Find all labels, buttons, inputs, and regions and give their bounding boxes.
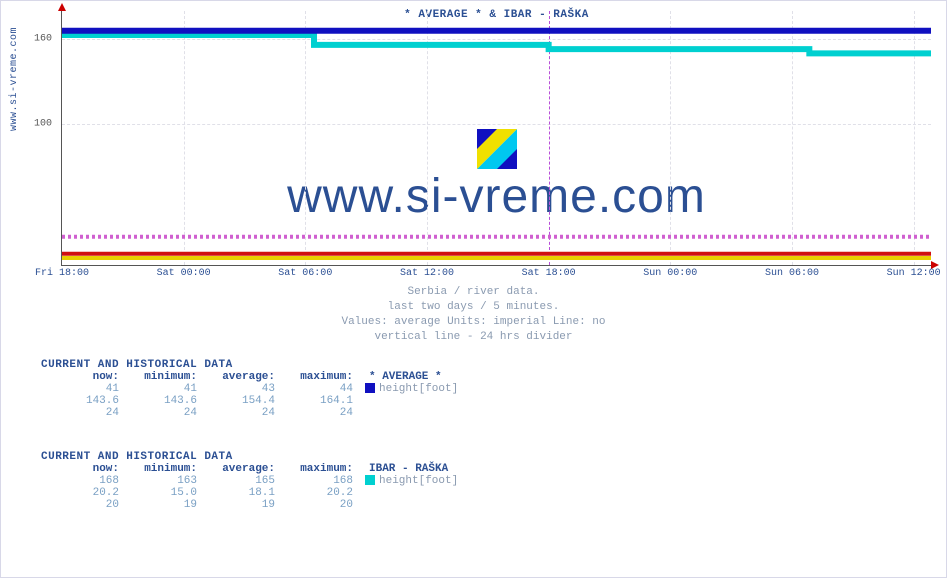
series-label: * AVERAGE * <box>369 371 442 383</box>
data-column-header: minimum: <box>119 463 197 475</box>
info-line: vertical line - 24 hrs divider <box>1 330 946 345</box>
xtick-label: Sat 18:00 <box>522 268 576 279</box>
data-cell: 20.2 <box>275 487 353 499</box>
data-section-header: CURRENT AND HISTORICAL DATA <box>41 359 458 371</box>
data-cell: 44 <box>275 383 353 395</box>
data-column-header: now: <box>41 463 119 475</box>
legend-label: height[foot] <box>379 475 458 487</box>
chart-plot-area: * AVERAGE * & IBAR - RAŠKA www.si-vreme.… <box>61 11 931 266</box>
data-column-header: average: <box>197 463 275 475</box>
table-row: 20191920 <box>41 499 458 511</box>
series-label: IBAR - RAŠKA <box>369 463 448 475</box>
legend-swatch-icon <box>365 383 375 393</box>
data-cell: 24 <box>197 407 275 419</box>
data-cell: 154.4 <box>197 395 275 407</box>
ytick-label: 100 <box>34 118 52 129</box>
data-section: CURRENT AND HISTORICAL DATAnow:minimum:a… <box>41 359 458 419</box>
data-section: CURRENT AND HISTORICAL DATAnow:minimum:a… <box>41 451 458 511</box>
xtick-label: Fri 18:00 <box>35 268 89 279</box>
xtick-label: Sat 12:00 <box>400 268 454 279</box>
data-cell: 18.1 <box>197 487 275 499</box>
data-cell: 143.6 <box>41 395 119 407</box>
data-column-header: now: <box>41 371 119 383</box>
data-cell: 20 <box>41 499 119 511</box>
data-cell: 163 <box>119 475 197 487</box>
table-row: 20.215.018.120.2 <box>41 487 458 499</box>
data-cell: 168 <box>41 475 119 487</box>
data-cell: 24 <box>275 407 353 419</box>
data-cell: 20 <box>275 499 353 511</box>
data-cell: 20.2 <box>41 487 119 499</box>
xtick-label: Sat 06:00 <box>278 268 332 279</box>
data-cell: 41 <box>119 383 197 395</box>
data-section-header: CURRENT AND HISTORICAL DATA <box>41 451 458 463</box>
data-cell: 143.6 <box>119 395 197 407</box>
table-row: 24242424 <box>41 407 458 419</box>
data-cell: 19 <box>119 499 197 511</box>
data-column-header: maximum: <box>275 371 353 383</box>
data-cell: 168 <box>275 475 353 487</box>
info-line: Values: average Units: imperial Line: no <box>1 315 946 330</box>
info-block: Serbia / river data. last two days / 5 m… <box>1 285 946 344</box>
table-row: 143.6143.6154.4164.1 <box>41 395 458 407</box>
chart-lines <box>62 11 931 265</box>
xtick-label: Sun 06:00 <box>765 268 819 279</box>
data-cell: 24 <box>119 407 197 419</box>
xtick-label: Sat 00:00 <box>157 268 211 279</box>
xtick-label: Sun 12:00 <box>887 268 941 279</box>
data-cell: 43 <box>197 383 275 395</box>
data-cell: 19 <box>197 499 275 511</box>
info-line: Serbia / river data. <box>1 285 946 300</box>
legend-swatch-icon <box>365 475 375 485</box>
ytick-label: 160 <box>34 34 52 45</box>
data-cell: 15.0 <box>119 487 197 499</box>
series-ibar_raska <box>62 35 931 53</box>
data-cell: 164.1 <box>275 395 353 407</box>
data-cell: 165 <box>197 475 275 487</box>
table-row: 168163165168height[foot] <box>41 475 458 487</box>
xtick-label: Sun 00:00 <box>643 268 697 279</box>
legend-label: height[foot] <box>379 383 458 395</box>
data-cell: 41 <box>41 383 119 395</box>
data-column-header: average: <box>197 371 275 383</box>
info-line: last two days / 5 minutes. <box>1 300 946 315</box>
y-axis-label: www.si-vreme.com <box>9 27 20 131</box>
data-column-header: minimum: <box>119 371 197 383</box>
table-row: 41414344height[foot] <box>41 383 458 395</box>
data-cell: 24 <box>41 407 119 419</box>
data-column-header: maximum: <box>275 463 353 475</box>
